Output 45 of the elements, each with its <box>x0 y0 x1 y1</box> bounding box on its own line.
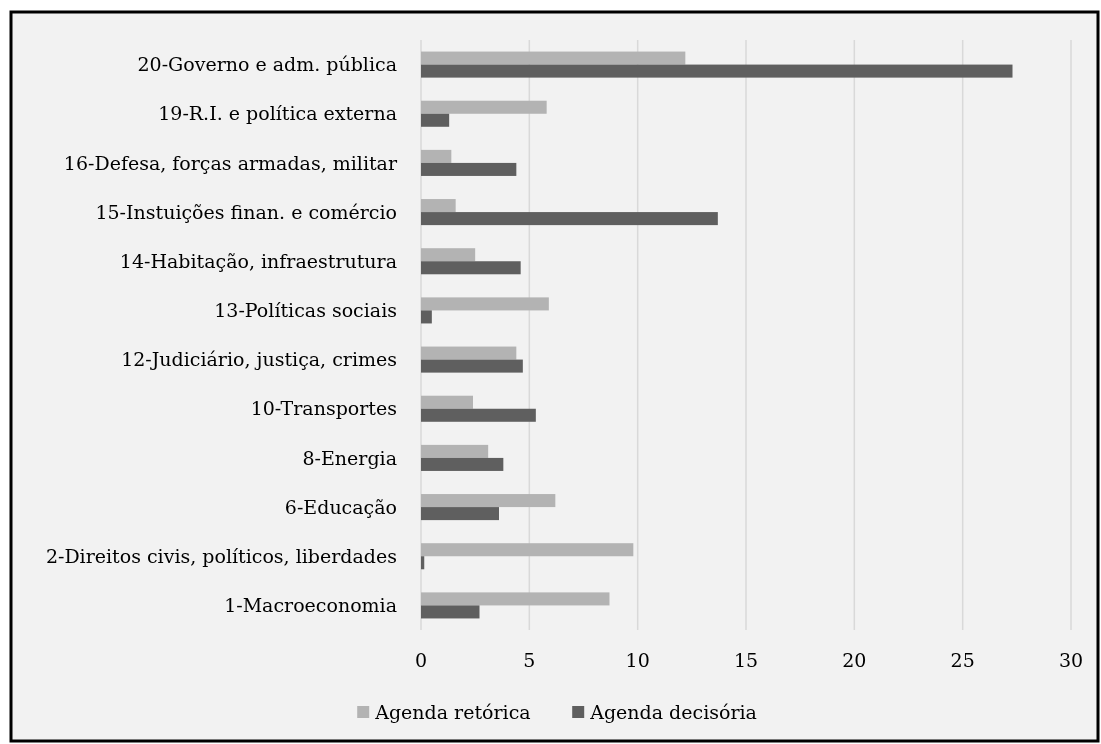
y-tick-label: 12-Judiciário, justiça, crimes <box>121 348 397 371</box>
bar <box>421 199 456 213</box>
bar <box>421 248 476 262</box>
x-tick-label: 0 <box>414 649 428 671</box>
bar <box>421 494 556 508</box>
y-tick-label: 6-Educação <box>284 495 397 518</box>
bar <box>421 359 523 373</box>
bar <box>421 261 521 275</box>
bar <box>421 507 499 521</box>
bar <box>421 149 452 163</box>
bar <box>421 64 1013 78</box>
bar <box>421 592 610 606</box>
x-tick-label: 15 <box>733 649 759 671</box>
x-tick-label: 20 <box>842 649 867 671</box>
bar <box>421 113 450 127</box>
y-tick-label: 13-Políticas sociais <box>214 299 397 322</box>
bar <box>421 556 425 570</box>
bar <box>421 444 489 458</box>
bar <box>421 395 473 409</box>
y-tick-label: 10-Transportes <box>250 397 397 420</box>
bar <box>421 346 517 360</box>
y-tick-label: 19-R.I. e política externa <box>158 102 397 125</box>
bar <box>421 51 686 65</box>
bar <box>421 297 549 311</box>
bar <box>421 162 517 176</box>
x-tick-label: 5 <box>523 649 536 671</box>
legend-label: Agenda retórica <box>374 700 531 723</box>
bar <box>421 100 547 114</box>
bar <box>421 543 634 557</box>
x-tick-label: 10 <box>625 649 650 671</box>
x-tick-label: 25 <box>950 649 975 671</box>
y-tick-label: 1-Macroeconomia <box>224 594 397 617</box>
bar <box>421 212 718 226</box>
y-tick-label: 2-Direitos civis, políticos, liberdades <box>45 544 397 567</box>
y-tick-label: 16-Defesa, forças armadas, militar <box>63 151 398 174</box>
bar <box>421 605 480 619</box>
y-tick-label: 20-Governo e adm. pública <box>137 53 397 76</box>
bar <box>421 310 432 324</box>
legend-label: Agenda decisória <box>589 700 757 723</box>
y-tick-label: 15-Instuições finan. e comércio <box>95 200 397 223</box>
y-tick-label: 8-Energia <box>302 446 397 469</box>
x-tick-label: 30 <box>1058 649 1084 671</box>
bar <box>421 408 536 422</box>
bar <box>421 457 504 471</box>
y-tick-label: 14-Habitação, infraestrutura <box>119 249 397 272</box>
